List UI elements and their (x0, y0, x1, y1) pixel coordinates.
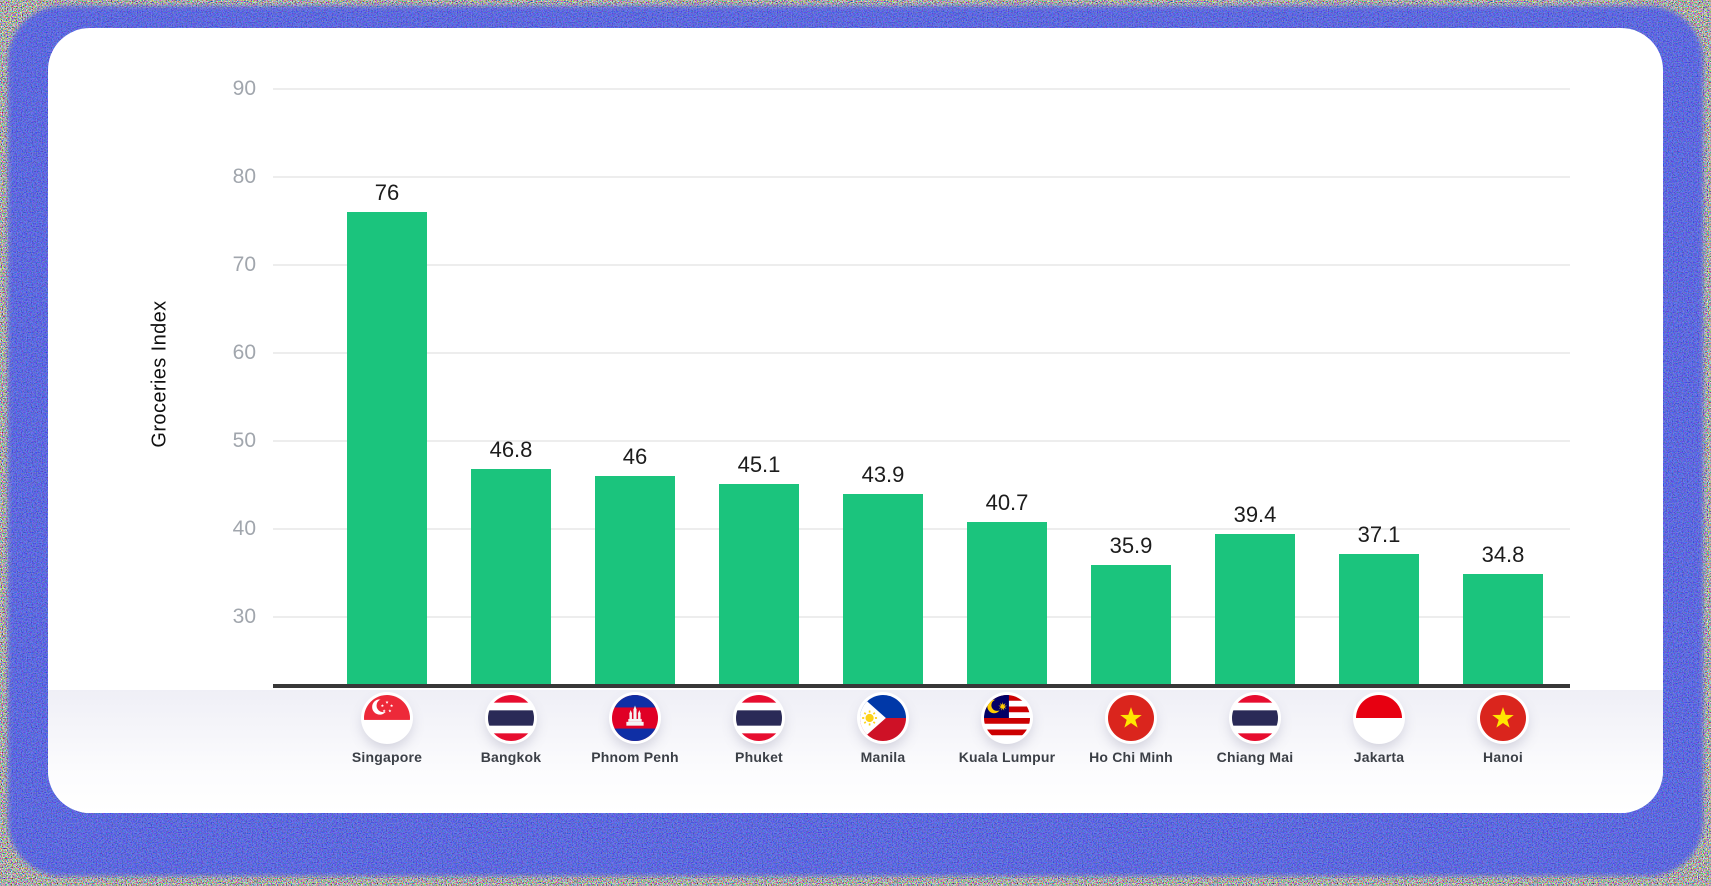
value-label-phuket: 45.1 (737, 451, 781, 477)
value-label-ho-chi-minh: 35.9 (1109, 532, 1153, 558)
value-label-manila: 43.9 (861, 462, 905, 488)
bar-bangkok (471, 468, 551, 687)
gridline (273, 87, 1570, 90)
vietnam-flag-icon (1480, 695, 1526, 741)
value-label-hanoi: 34.8 (1481, 542, 1525, 568)
y-axis-tick-label: 30 (232, 604, 256, 628)
bar-kuala-lumpur (967, 522, 1047, 687)
gridline (273, 175, 1570, 178)
plot-area: 90 80 70 60 50 40 30 76 Singapore 46.8 Bangkok 46… (48, 28, 1663, 813)
value-label-phnom-penh: 46 (622, 443, 648, 469)
category-label-phnom-penh: Phnom Penh (591, 749, 679, 765)
value-label-kuala-lumpur: 40.7 (985, 490, 1029, 516)
philippines-flag-icon (860, 695, 906, 741)
category-label-ho-chi-minh: Ho Chi Minh (1089, 749, 1173, 765)
value-label-bangkok: 46.8 (489, 436, 533, 462)
chart-card: Groceries Index 90 80 70 60 50 40 30 76 Singapo… (48, 28, 1663, 813)
malaysia-flag-icon (984, 695, 1030, 741)
gridline (273, 351, 1570, 354)
category-label-singapore: Singapore (351, 749, 423, 765)
bar-manila (843, 494, 923, 687)
gridline (273, 263, 1570, 266)
value-label-chiang-mai: 39.4 (1233, 501, 1277, 527)
category-label-hanoi: Hanoi (1483, 749, 1523, 765)
indonesia-flag-icon (1356, 695, 1402, 741)
category-label-bangkok: Bangkok (480, 749, 542, 765)
category-label-jakarta: Jakarta (1353, 749, 1405, 765)
bar-chiang-mai (1215, 533, 1295, 687)
bar-hanoi (1463, 574, 1543, 687)
thailand-flag-icon (1232, 695, 1278, 741)
bar-jakarta (1339, 554, 1419, 687)
value-label-jakarta: 37.1 (1357, 522, 1401, 548)
vietnam-flag-icon (1108, 695, 1154, 741)
y-axis-tick-label: 60 (232, 340, 256, 364)
cambodia-flag-icon (612, 695, 658, 741)
category-label-kuala-lumpur: Kuala Lumpur (958, 749, 1056, 765)
bar-phuket (719, 483, 799, 687)
bar-singapore (347, 211, 427, 687)
thailand-flag-icon (736, 695, 782, 741)
y-axis-tick-label: 50 (232, 428, 256, 452)
x-axis-line (273, 684, 1570, 688)
thailand-flag-icon (488, 695, 534, 741)
y-axis-tick-label: 40 (232, 516, 256, 540)
y-axis-tick-label: 90 (232, 76, 256, 100)
bar-ho-chi-minh (1091, 564, 1171, 687)
singapore-flag-icon (364, 695, 410, 741)
category-label-chiang-mai: Chiang Mai (1216, 749, 1294, 765)
category-label-manila: Manila (860, 749, 906, 765)
value-label-singapore: 76 (374, 179, 400, 205)
bar-phnom-penh (595, 475, 675, 687)
y-axis-tick-label: 70 (232, 252, 256, 276)
category-label-phuket: Phuket (735, 749, 783, 765)
y-axis-tick-label: 80 (232, 164, 256, 188)
